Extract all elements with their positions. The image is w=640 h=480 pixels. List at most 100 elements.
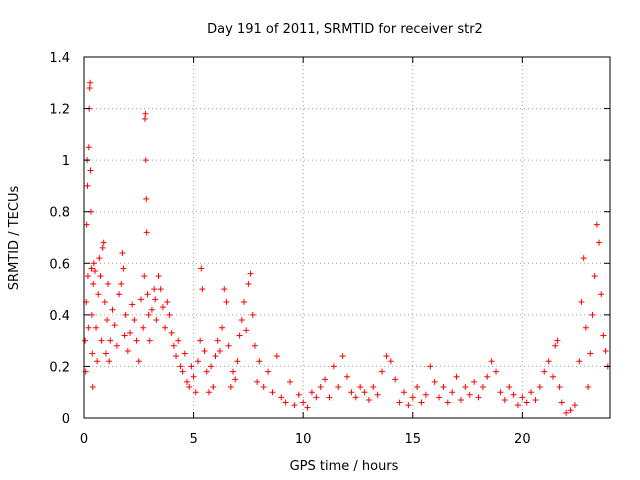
data-point: [317, 384, 324, 391]
x-tick-label: 15: [404, 432, 421, 447]
data-point: [453, 373, 460, 380]
data-point: [357, 384, 364, 391]
data-point: [339, 353, 346, 360]
data-point: [567, 407, 574, 414]
y-tick-label: 0.8: [49, 206, 70, 221]
y-tick-label: 1: [62, 154, 70, 169]
data-point: [143, 195, 150, 202]
data-point: [152, 296, 159, 303]
data-point: [593, 221, 600, 228]
data-point: [585, 384, 592, 391]
data-point: [313, 394, 320, 401]
data-point: [144, 291, 151, 298]
data-point: [273, 353, 280, 360]
data-point: [87, 167, 94, 174]
data-point: [87, 79, 94, 86]
data-point: [120, 265, 127, 272]
data-point: [247, 270, 254, 277]
data-point: [374, 391, 381, 398]
data-point: [192, 389, 199, 396]
data-point: [576, 358, 583, 365]
data-point: [118, 280, 125, 287]
data-point: [124, 347, 131, 354]
data-point: [387, 358, 394, 365]
data-point: [88, 265, 95, 272]
data-point: [141, 115, 148, 122]
data-point: [203, 368, 210, 375]
data-point: [179, 368, 186, 375]
data-point: [322, 376, 329, 383]
data-point: [256, 358, 263, 365]
data-point: [587, 350, 594, 357]
data-point: [392, 376, 399, 383]
data-point: [304, 404, 311, 411]
data-point: [545, 358, 552, 365]
data-point: [225, 342, 232, 349]
data-point: [265, 368, 272, 375]
y-tick-label: 1.4: [49, 51, 70, 66]
data-point: [129, 301, 136, 308]
data-point: [440, 384, 447, 391]
data-point: [90, 280, 97, 287]
data-point: [234, 358, 241, 365]
data-point: [145, 311, 152, 318]
data-point: [484, 373, 491, 380]
data-point: [91, 268, 98, 275]
data-point: [157, 286, 164, 293]
y-tick-label: 0.4: [49, 309, 70, 324]
data-point: [254, 378, 261, 385]
data-point: [249, 311, 256, 318]
data-point: [582, 324, 589, 331]
data-point: [208, 363, 215, 370]
data-point: [89, 384, 96, 391]
data-point: [488, 358, 495, 365]
data-point: [427, 363, 434, 370]
data-point: [143, 229, 150, 236]
data-point: [300, 399, 307, 406]
data-point: [95, 291, 102, 298]
data-point: [550, 373, 557, 380]
data-point: [227, 384, 234, 391]
data-point: [295, 391, 302, 398]
data-point: [188, 363, 195, 370]
data-point: [94, 358, 101, 365]
data-point: [135, 358, 142, 365]
data-point: [506, 384, 513, 391]
data-point: [84, 182, 91, 189]
data-point: [558, 399, 565, 406]
data-point: [471, 378, 478, 385]
data-point: [414, 384, 421, 391]
data-point: [269, 389, 276, 396]
data-point: [230, 368, 237, 375]
data-point: [210, 384, 217, 391]
data-point: [554, 337, 561, 344]
data-point: [127, 329, 134, 336]
data-point: [578, 298, 585, 305]
data-point: [197, 337, 204, 344]
y-tick-label: 1.2: [49, 103, 70, 118]
data-point: [102, 350, 109, 357]
data-point: [86, 84, 93, 91]
data-point: [475, 394, 482, 401]
data-point: [335, 384, 342, 391]
data-point: [352, 394, 359, 401]
data-point: [221, 286, 228, 293]
data-point: [97, 273, 104, 280]
data-point: [536, 384, 543, 391]
data-point: [142, 110, 149, 117]
data-point: [466, 391, 473, 398]
data-point: [205, 389, 212, 396]
data-point: [184, 378, 191, 385]
data-point: [236, 332, 243, 339]
data-point: [238, 317, 245, 324]
data-point: [348, 389, 355, 396]
data-point: [449, 389, 456, 396]
data-point: [365, 396, 372, 403]
x-tick-label: 0: [80, 432, 88, 447]
data-point: [396, 399, 403, 406]
data-point: [571, 402, 578, 409]
data-point: [104, 317, 111, 324]
data-point: [93, 324, 100, 331]
data-point: [493, 368, 500, 375]
data-point: [90, 260, 97, 267]
